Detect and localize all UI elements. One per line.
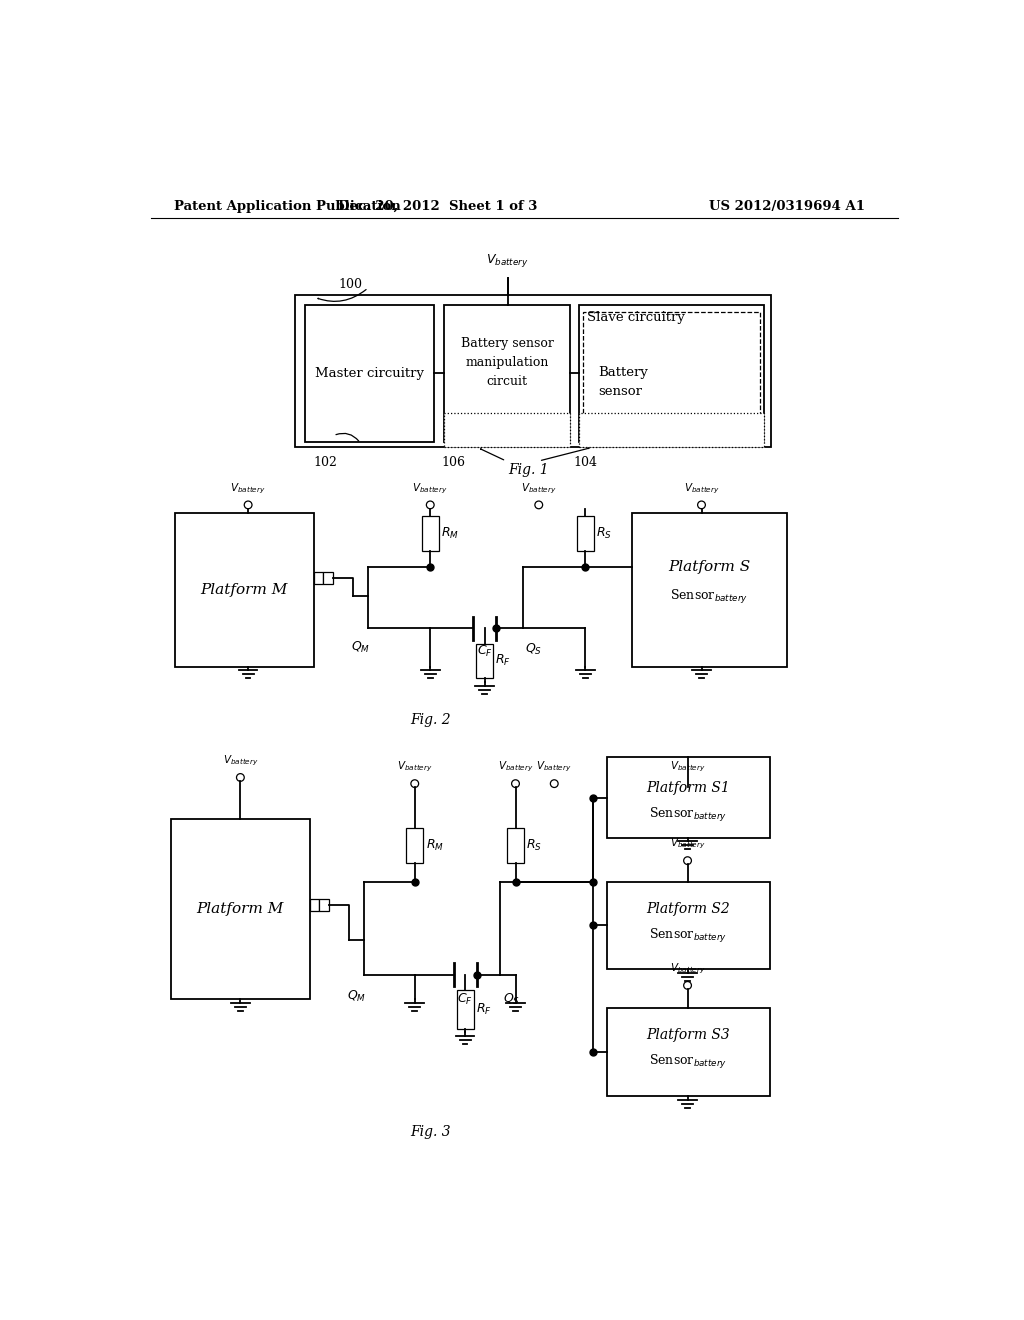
Bar bbox=[607, 1008, 770, 1096]
Bar bbox=[310, 899, 319, 911]
FancyArrowPatch shape bbox=[317, 289, 367, 301]
Text: $C_F$: $C_F$ bbox=[476, 644, 493, 659]
FancyArrowPatch shape bbox=[480, 449, 504, 459]
Text: Platform S2: Platform S2 bbox=[646, 902, 730, 916]
Text: Platform M: Platform M bbox=[197, 902, 284, 916]
Bar bbox=[171, 818, 310, 999]
Text: $V_{battery}$: $V_{battery}$ bbox=[230, 482, 266, 496]
Text: $R_F$: $R_F$ bbox=[496, 653, 511, 668]
Text: Master circuitry: Master circuitry bbox=[315, 367, 424, 380]
Text: 104: 104 bbox=[573, 457, 598, 470]
Text: $V_{battery}$: $V_{battery}$ bbox=[537, 760, 572, 775]
Text: Patent Application Publication: Patent Application Publication bbox=[174, 199, 401, 213]
Bar bbox=[444, 413, 569, 447]
Bar bbox=[607, 758, 770, 838]
Text: Fig. 2: Fig. 2 bbox=[410, 713, 451, 727]
Text: $V_{battery}$: $V_{battery}$ bbox=[498, 760, 534, 775]
Bar bbox=[422, 516, 438, 552]
Text: Slave circuitry: Slave circuitry bbox=[587, 312, 685, 325]
Text: $V_{battery}$: $V_{battery}$ bbox=[397, 760, 432, 775]
Bar bbox=[607, 882, 770, 969]
Text: $V_{battery}$: $V_{battery}$ bbox=[521, 482, 557, 496]
Bar bbox=[305, 305, 434, 442]
Text: Sensor$_{battery}$: Sensor$_{battery}$ bbox=[670, 589, 749, 606]
Bar bbox=[174, 512, 314, 667]
Text: Sensor$_{battery}$: Sensor$_{battery}$ bbox=[649, 807, 727, 824]
Bar bbox=[583, 313, 760, 438]
FancyArrowPatch shape bbox=[336, 433, 358, 441]
Text: Battery
sensor: Battery sensor bbox=[598, 366, 648, 397]
Bar bbox=[507, 829, 524, 863]
Text: Platform S3: Platform S3 bbox=[646, 1028, 730, 1041]
Text: US 2012/0319694 A1: US 2012/0319694 A1 bbox=[710, 199, 865, 213]
Text: $R_S$: $R_S$ bbox=[596, 525, 612, 541]
Bar bbox=[579, 413, 764, 447]
Text: Sensor$_{battery}$: Sensor$_{battery}$ bbox=[649, 927, 727, 945]
Text: $V_{battery}$: $V_{battery}$ bbox=[670, 760, 706, 775]
Bar bbox=[457, 990, 474, 1028]
Text: Dec. 20, 2012  Sheet 1 of 3: Dec. 20, 2012 Sheet 1 of 3 bbox=[338, 199, 538, 213]
Text: Fig. 3: Fig. 3 bbox=[410, 1125, 451, 1139]
Text: 102: 102 bbox=[313, 457, 338, 470]
Bar bbox=[476, 644, 493, 678]
Bar bbox=[579, 305, 764, 442]
Bar bbox=[324, 572, 333, 585]
Text: $V_{battery}$: $V_{battery}$ bbox=[670, 962, 706, 977]
Text: $Q_S$: $Q_S$ bbox=[503, 991, 520, 1007]
Bar bbox=[577, 516, 594, 552]
Text: Battery sensor
manipulation
circuit: Battery sensor manipulation circuit bbox=[461, 337, 553, 388]
Bar bbox=[295, 296, 771, 447]
Text: $R_S$: $R_S$ bbox=[526, 838, 543, 853]
Text: $Q_M$: $Q_M$ bbox=[347, 989, 367, 1003]
Text: $C_F$: $C_F$ bbox=[457, 991, 473, 1007]
Text: Platform S: Platform S bbox=[668, 560, 751, 573]
Text: $Q_S$: $Q_S$ bbox=[524, 642, 542, 657]
Bar bbox=[444, 305, 569, 442]
Text: $V_{battery}$: $V_{battery}$ bbox=[222, 754, 258, 768]
Bar bbox=[407, 829, 423, 863]
Bar bbox=[632, 512, 786, 667]
Bar bbox=[319, 899, 329, 911]
Text: $V_{battery}$: $V_{battery}$ bbox=[486, 252, 529, 268]
Text: Platform S1: Platform S1 bbox=[646, 781, 730, 795]
Text: $Q_M$: $Q_M$ bbox=[351, 640, 370, 655]
Text: 100: 100 bbox=[339, 279, 362, 292]
FancyArrowPatch shape bbox=[542, 447, 589, 461]
Text: $R_F$: $R_F$ bbox=[476, 1002, 492, 1016]
Text: $V_{battery}$: $V_{battery}$ bbox=[670, 837, 706, 851]
Text: 106: 106 bbox=[441, 457, 466, 470]
Text: Fig. 1: Fig. 1 bbox=[508, 462, 549, 477]
Text: $V_{battery}$: $V_{battery}$ bbox=[413, 482, 449, 496]
Text: $R_M$: $R_M$ bbox=[426, 838, 443, 853]
Bar bbox=[314, 572, 324, 585]
Text: $V_{battery}$: $V_{battery}$ bbox=[684, 482, 719, 496]
Text: Platform M: Platform M bbox=[201, 582, 288, 597]
Text: $R_M$: $R_M$ bbox=[441, 525, 459, 541]
Text: Sensor$_{battery}$: Sensor$_{battery}$ bbox=[649, 1052, 727, 1071]
